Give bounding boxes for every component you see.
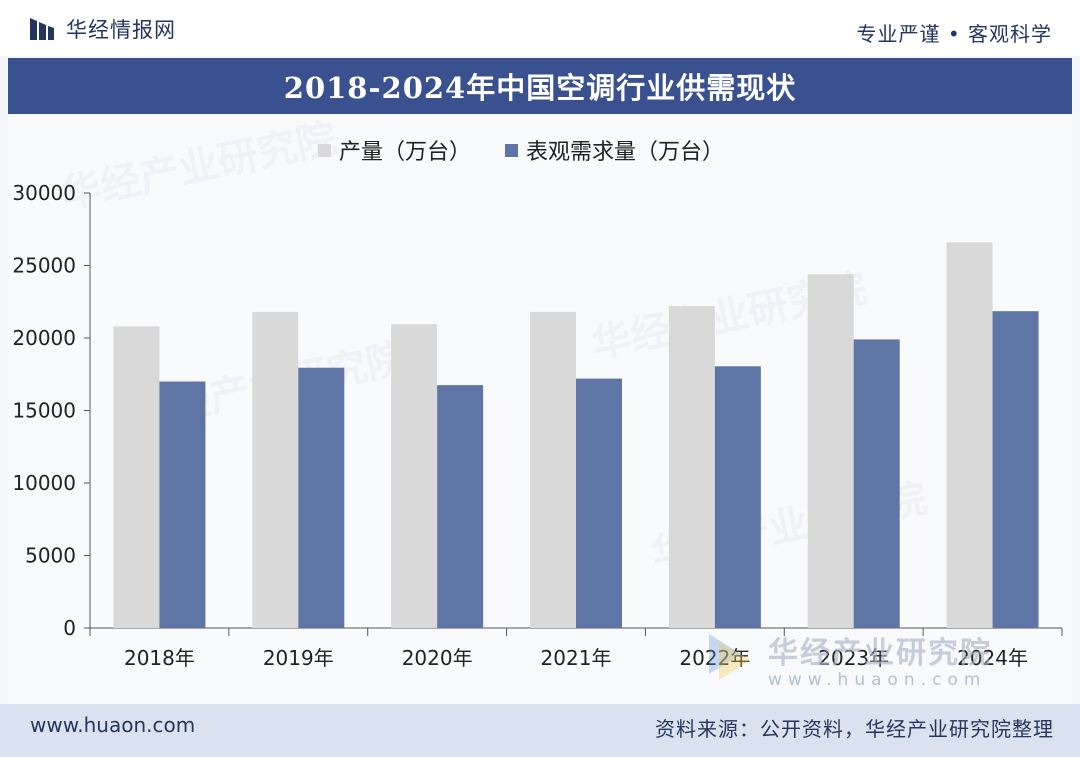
y-tick-label: 10000: [12, 471, 76, 495]
production-bar: [807, 274, 854, 628]
production-bar: [530, 311, 576, 628]
footer-url[interactable]: www.huaon.com: [30, 713, 196, 737]
x-tick-label: 2024年: [957, 646, 1028, 670]
logo: 华经情报网: [30, 17, 176, 42]
production-bar: [391, 324, 438, 628]
legend-label-production: 产量（万台）: [339, 140, 472, 165]
demand-bar: [992, 311, 1039, 628]
y-tick-label: 5000: [25, 544, 76, 568]
y-tick-label: 20000: [12, 326, 76, 350]
production-bar: [252, 311, 299, 628]
demand-bar: [714, 366, 761, 628]
demand-bar: [853, 339, 900, 628]
x-tick-label: 2022年: [679, 646, 750, 670]
production-bar: [113, 326, 160, 628]
slogan: 专业严谨 • 客观科学: [856, 22, 1052, 46]
brand-watermark-url: www.huaon.com: [768, 670, 987, 690]
demand-bar: [298, 367, 345, 628]
y-tick-label: 15000: [12, 399, 76, 423]
huajing-logo-icon: [30, 18, 54, 40]
brand-watermark-name: 华经产业研究院: [768, 636, 992, 671]
footer-source: 资料来源：公开资料，华经产业研究院整理: [655, 717, 1054, 741]
demand-bar: [576, 378, 622, 628]
x-tick-label: 2019年: [263, 646, 334, 670]
chart-title: 2018-2024年中国空调行业供需现状: [283, 71, 797, 105]
production-bar: [668, 306, 715, 628]
demand-bar: [159, 381, 206, 628]
legend-swatch-demand: [505, 143, 519, 157]
top-bar: 华经情报网 专业严谨 • 客观科学: [0, 0, 1080, 56]
y-tick-label: 25000: [12, 254, 76, 278]
footer: www.huaon.com 资料来源：公开资料，华经产业研究院整理: [0, 704, 1080, 757]
x-tick-label: 2018年: [124, 646, 195, 670]
legend-label-demand: 表观需求量（万台）: [526, 140, 725, 165]
y-tick-label: 0: [63, 616, 76, 640]
y-tick-label: 30000: [12, 181, 76, 205]
x-tick-label: 2020年: [402, 646, 473, 670]
legend-item-demand: 表观需求量（万台）: [505, 134, 724, 166]
legend-swatch-production: [318, 143, 331, 157]
demand-bar: [437, 385, 484, 628]
production-bar: [946, 242, 993, 629]
legend-item-production: 产量（万台）: [318, 134, 471, 166]
title-bar: 2018-2024年中国空调行业供需现状: [8, 58, 1072, 114]
x-tick-label: 2021年: [541, 646, 612, 670]
x-tick-label: 2023年: [818, 646, 889, 670]
brand-logo-icon: [709, 634, 751, 680]
chart-legend: 产量（万台） 表观需求量（万台）: [318, 134, 758, 166]
logo-text: 华经情报网: [66, 18, 176, 42]
